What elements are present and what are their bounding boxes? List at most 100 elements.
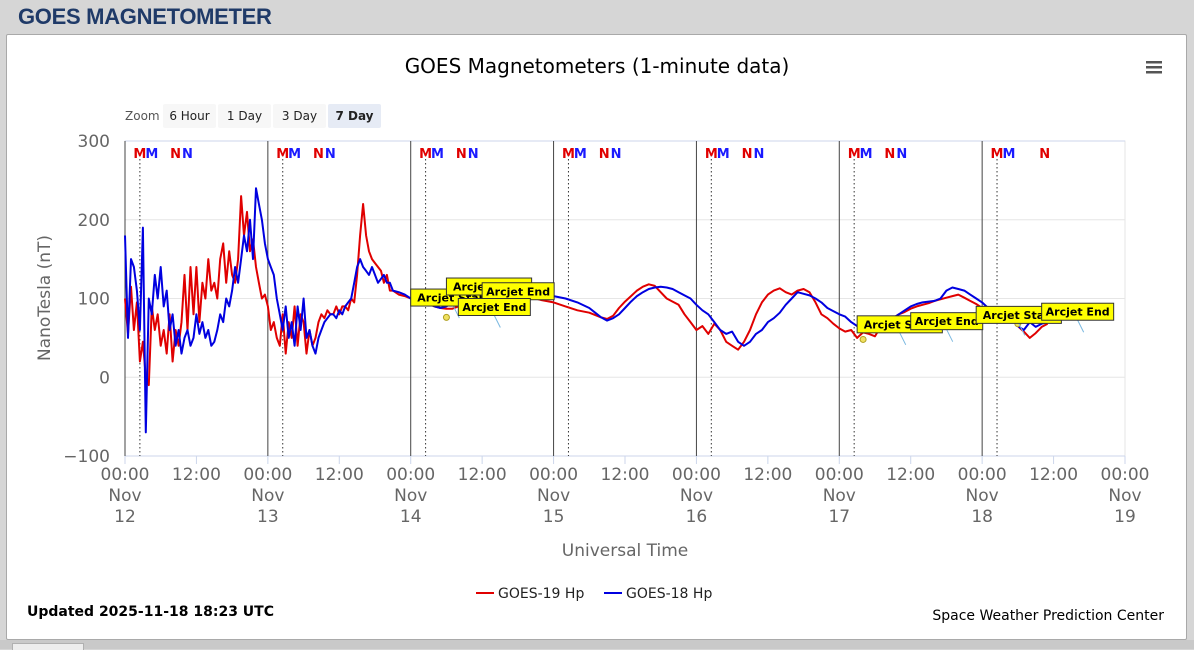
annotation-connector [1018, 323, 1026, 336]
orbit-marker: M [419, 147, 432, 162]
zoom-button-label: 6 Hour [169, 109, 209, 123]
orbit-marker: N [742, 147, 753, 162]
x-tick-month: Nov [1108, 486, 1141, 506]
x-tick-label: 12:00 [601, 465, 650, 485]
orbit-marker: M [574, 147, 587, 162]
x-tick-time: 00:00 [672, 465, 721, 485]
orbit-marker: N [313, 147, 324, 162]
orbit-marker: N [325, 147, 336, 162]
zoom-button-1-day[interactable]: 1 Day [218, 104, 271, 128]
orbit-marker: M [276, 147, 289, 162]
x-tick-label: 12:00 [315, 465, 364, 485]
annotation-point [859, 335, 867, 343]
annotation-connector [452, 305, 460, 319]
x-tick-time: 00:00 [1101, 465, 1150, 485]
credit-text: Space Weather Prediction Center [932, 608, 1164, 624]
y-tick-label: 100 [78, 290, 110, 310]
zoom-button-3-day[interactable]: 3 Day [273, 104, 326, 128]
x-tick-label: 12:00 [743, 465, 792, 485]
zoom-button-bg [273, 104, 326, 128]
y-axis: −100 0 100 200 300 [63, 132, 110, 467]
zoom-controls: Zoom 6 Hour 1 Day 3 Day 7 Day [125, 104, 381, 128]
legend-label: GOES-18 Hp [626, 586, 712, 602]
orbit-markers: MM N N MM N N MM N N MM N N MM N N MM N N MM N [133, 147, 1050, 162]
x-tick-month: Nov [251, 486, 284, 506]
orbit-marker: N [170, 147, 181, 162]
zoom-button-bg [218, 104, 271, 128]
legend-label: GOES-19 Hp [498, 586, 584, 602]
y-tick-label: 200 [78, 211, 110, 231]
x-tick-time: 12:00 [1029, 465, 1078, 485]
x-tick-day: 18 [971, 507, 993, 527]
chart-title: GOES Magnetometers (1-minute data) [405, 54, 790, 78]
x-tick-month: Nov [537, 486, 570, 506]
zoom-button-label: 7 Day [335, 109, 373, 123]
zoom-button-label: 1 Day [227, 109, 262, 123]
orbit-marker: M [431, 147, 444, 162]
x-tick-month: Nov [394, 486, 427, 506]
x-tick-time: 00:00 [958, 465, 1007, 485]
x-tick-time: 00:00 [815, 465, 864, 485]
x-tick-day: 17 [828, 507, 850, 527]
orbit-marker: N [896, 147, 907, 162]
y-tick-label: 0 [99, 368, 110, 388]
annotation-label: Arcjet Start [975, 305, 1062, 336]
orbit-marker: M [145, 147, 158, 162]
chart-panel [6, 34, 1187, 640]
x-tick-day: 19 [1114, 507, 1136, 527]
bottom-scrollbar [0, 640, 1194, 650]
y-axis-title: NanoTesla (nT) [35, 235, 55, 361]
x-tick-time: 12:00 [172, 465, 221, 485]
orbit-marker: N [182, 147, 193, 162]
orbit-marker: M [705, 147, 718, 162]
annotation-label: Arcjet End [457, 298, 531, 328]
zoom-button-label: 3 Day [282, 109, 317, 123]
bottom-tab[interactable] [12, 643, 84, 650]
orbit-marker: M [860, 147, 873, 162]
legend-item[interactable]: GOES-19 Hp [476, 586, 584, 602]
annotation-label: Arcjet End [481, 282, 555, 312]
x-tick-day: 15 [543, 507, 565, 527]
menu-button[interactable] [1144, 58, 1164, 76]
x-tick-label: 12:00 [458, 465, 507, 485]
orbit-marker: M [133, 147, 146, 162]
orbit-marker: N [599, 147, 610, 162]
annotation-box [1041, 302, 1115, 321]
annotation-connector [946, 329, 954, 342]
legend-item[interactable]: GOES-18 Hp [604, 586, 712, 602]
x-tick-month: Nov [966, 486, 999, 506]
annotation-point [442, 313, 450, 321]
x-tick-day: 16 [686, 507, 708, 527]
orbit-marker: N [884, 147, 895, 162]
annotation-connector [1077, 320, 1085, 333]
x-tick-time: 00:00 [101, 465, 150, 485]
orbit-marker: M [991, 147, 1004, 162]
x-tick-time: 12:00 [886, 465, 935, 485]
zoom-button-7-day[interactable]: 7 Day [328, 104, 381, 128]
x-tick-time: 00:00 [386, 465, 435, 485]
annotation-text: Arcjet End [915, 315, 979, 328]
x-axis-title: Universal Time [562, 541, 688, 561]
orbit-marker: N [1039, 147, 1050, 162]
orbit-marker: M [562, 147, 575, 162]
orbit-marker: N [753, 147, 764, 162]
orbit-marker: N [611, 147, 622, 162]
orbit-marker: M [1002, 147, 1015, 162]
zoom-label: Zoom [125, 109, 160, 123]
x-tick-day: 13 [257, 507, 279, 527]
y-tick-label: −100 [63, 447, 110, 467]
annotation-text: Arcjet Start [983, 309, 1055, 322]
x-tick-time: 00:00 [243, 465, 292, 485]
x-tick-month: Nov [680, 486, 713, 506]
zoom-button-6-hour[interactable]: 6 Hour [163, 104, 216, 128]
x-tick-label: 12:00 [1029, 465, 1078, 485]
zoom-button-bg [328, 104, 381, 128]
orbit-marker: N [456, 147, 467, 162]
